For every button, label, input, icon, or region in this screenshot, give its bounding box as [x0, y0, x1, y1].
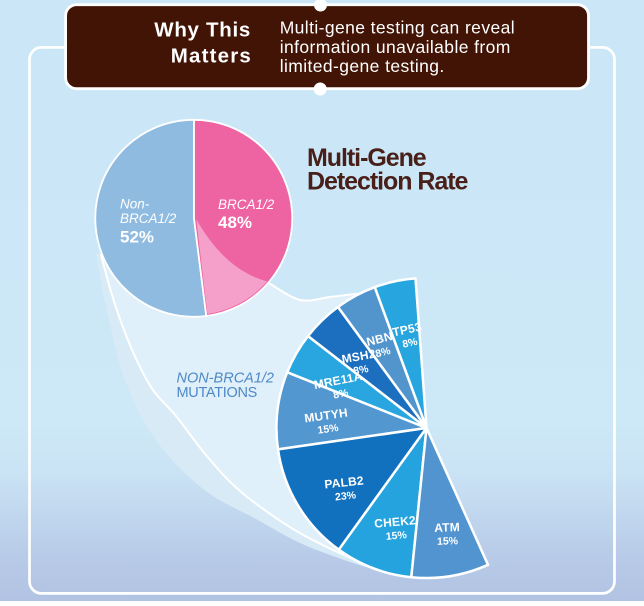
svg-text:NON-BRCA1/2: NON-BRCA1/2 — [177, 370, 275, 386]
svg-text:8%: 8% — [374, 345, 392, 360]
svg-text:information unavailable from: information unavailable from — [280, 37, 511, 57]
svg-text:limited-gene testing.: limited-gene testing. — [280, 56, 445, 76]
svg-text:BRCA1/2: BRCA1/2 — [218, 197, 275, 212]
svg-text:8%: 8% — [352, 363, 370, 378]
svg-text:Multi-Gene: Multi-Gene — [307, 144, 427, 172]
svg-text:Detection Rate: Detection Rate — [307, 168, 468, 196]
svg-text:23%: 23% — [334, 489, 357, 503]
svg-text:PALB2: PALB2 — [324, 473, 365, 491]
svg-text:Multi-gene testing can reveal: Multi-gene testing can reveal — [280, 17, 515, 37]
svg-text:15%: 15% — [437, 535, 459, 548]
svg-text:CHEK2: CHEK2 — [374, 513, 417, 531]
svg-text:52%: 52% — [120, 228, 154, 247]
svg-text:MUTYH: MUTYH — [303, 406, 348, 426]
svg-text:BRCA1/2: BRCA1/2 — [120, 211, 177, 226]
svg-text:8%: 8% — [401, 336, 419, 351]
svg-text:Matters: Matters — [171, 45, 252, 68]
svg-text:15%: 15% — [385, 529, 408, 543]
svg-text:48%: 48% — [218, 213, 252, 232]
svg-text:TP53: TP53 — [391, 320, 423, 340]
svg-text:Why This: Why This — [154, 18, 251, 41]
svg-text:15%: 15% — [317, 422, 340, 437]
svg-text:ATM: ATM — [434, 520, 460, 535]
svg-text:8%: 8% — [332, 387, 350, 402]
svg-text:MUTATIONS: MUTATIONS — [177, 385, 258, 401]
svg-text:MSH2: MSH2 — [341, 347, 377, 367]
svg-text:NBN: NBN — [365, 329, 394, 349]
svg-text:Non-: Non- — [120, 197, 150, 212]
